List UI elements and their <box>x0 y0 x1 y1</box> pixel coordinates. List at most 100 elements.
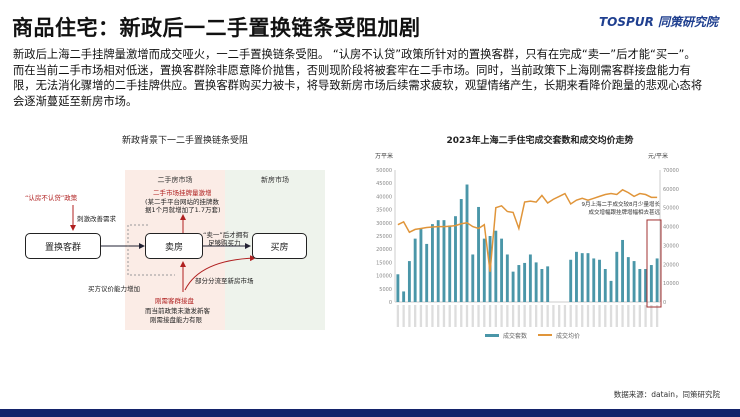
x-tick-label <box>563 305 567 327</box>
tick-label-right: 50000 <box>663 206 679 212</box>
bar <box>580 253 584 302</box>
rigid-note: 而当前政策未激发新客 <box>145 307 210 315</box>
x-tick-label <box>517 305 521 327</box>
x-tick-label <box>546 305 549 327</box>
bar <box>638 269 642 302</box>
page-title: 商品住宅：新政后一二手置换链条受阻加剧 <box>12 16 421 40</box>
bar <box>517 265 521 302</box>
tick-label-left: 35000 <box>376 208 392 214</box>
x-tick-label <box>540 305 544 327</box>
x-tick-label <box>500 305 503 327</box>
x-tick-label <box>431 305 434 327</box>
bargain-label: 买方议价能力增加 <box>88 285 140 293</box>
bar <box>615 251 619 302</box>
bar <box>598 259 601 302</box>
bar <box>431 224 434 302</box>
tick-label-right: 30000 <box>663 243 679 249</box>
x-tick-label <box>598 305 601 327</box>
sell-first-label: “卖一”后才拥有 <box>203 231 249 239</box>
bar <box>442 220 446 302</box>
bar <box>425 243 429 302</box>
x-tick-label <box>408 305 411 327</box>
x-tick-label <box>592 305 595 327</box>
data-source: 数据来源：datain，同策研究院 <box>613 390 720 399</box>
bar <box>546 266 550 302</box>
x-tick-label <box>586 305 590 327</box>
bar <box>402 291 406 302</box>
bar <box>482 238 486 302</box>
legend-swatch-line <box>538 334 552 336</box>
x-tick-label <box>627 305 630 327</box>
bar <box>540 269 544 302</box>
box-replacement-group: 置换客群 <box>25 233 101 259</box>
bar <box>459 199 463 302</box>
x-tick-label <box>454 305 457 327</box>
tick-label-right: 20000 <box>663 262 679 268</box>
bar <box>592 258 596 302</box>
bar <box>569 259 573 302</box>
bar <box>534 262 538 302</box>
bar <box>454 216 457 302</box>
bar <box>511 271 515 302</box>
x-tick-label <box>655 305 659 327</box>
x-tick-label <box>615 305 618 327</box>
diagram-arrows <box>70 205 256 292</box>
bar <box>413 238 417 302</box>
bar <box>500 238 504 302</box>
chart: 2023年上海二手住宅成交套数和成交均价走势 0 5000 10000 15000 20… <box>360 125 720 370</box>
sell-first-label: 足够购买力 <box>208 239 241 247</box>
listing-note: 据1个月就增加了1.7万套) <box>145 206 221 214</box>
bar <box>477 206 480 302</box>
tick-label-left: 15000 <box>376 260 392 266</box>
bar <box>649 265 653 302</box>
bar <box>436 220 440 302</box>
tick-label-left: 20000 <box>376 247 392 253</box>
x-tick-label <box>534 305 538 327</box>
bar <box>609 280 613 302</box>
annotation: 9月上海二手成交较8月少量增长 <box>582 200 661 208</box>
bar <box>621 239 624 302</box>
flow-diagram: 新政背景下一二手置换链条受阻 二手房市场 新房市场 置换客群 卖房 买房 “认房… <box>20 125 350 370</box>
tick-label-left: 40000 <box>376 194 392 200</box>
bar <box>528 254 532 302</box>
tick-label-right: 60000 <box>663 187 679 193</box>
rigid-demand-label: 刚需客群接盘 <box>155 297 194 305</box>
x-tick-label <box>644 305 647 327</box>
x-tick-label <box>448 305 451 327</box>
diversion-label: 部分分流至新房市场 <box>195 277 254 285</box>
tick-label-left: 0 <box>389 300 392 306</box>
tick-label-right: 70000 <box>663 168 679 174</box>
tick-label-right: 0 <box>663 300 666 306</box>
bar <box>448 225 452 302</box>
annotation: 成交增幅跟挂牌增幅相去甚远 <box>588 208 660 216</box>
x-tick-label <box>488 305 492 327</box>
legend-label: 成交套数 <box>503 332 527 340</box>
x-tick-label <box>650 305 653 327</box>
x-tick-label <box>477 305 480 327</box>
x-tick-label <box>396 305 400 327</box>
tick-label-left: 45000 <box>376 181 392 187</box>
tick-label-left: 50000 <box>376 168 392 174</box>
tick-label-left: 5000 <box>379 287 392 293</box>
bar <box>603 269 607 302</box>
bar <box>419 228 423 302</box>
tick-label-right: 10000 <box>663 281 679 287</box>
tick-label-right: 40000 <box>663 225 679 231</box>
bar <box>632 261 636 302</box>
bar <box>471 254 475 302</box>
highlight-box <box>646 219 662 308</box>
logo: TOSPUR 同策研究院 <box>599 15 718 29</box>
x-tick-label <box>483 305 486 327</box>
bar <box>575 251 578 302</box>
x-tick-label <box>460 305 463 327</box>
bar <box>644 269 648 302</box>
box-sell-house: 卖房 <box>145 233 203 259</box>
policy-label: “认房不认贷”政策 <box>25 194 78 202</box>
x-tick-label <box>425 305 428 327</box>
x-tick-label <box>575 305 578 327</box>
listing-note: (某二手平台网站的挂牌数 <box>145 198 220 206</box>
footer-bar <box>0 409 740 417</box>
x-tick-label <box>632 305 636 327</box>
tick-label-left: 30000 <box>376 221 392 227</box>
bar <box>465 184 469 302</box>
